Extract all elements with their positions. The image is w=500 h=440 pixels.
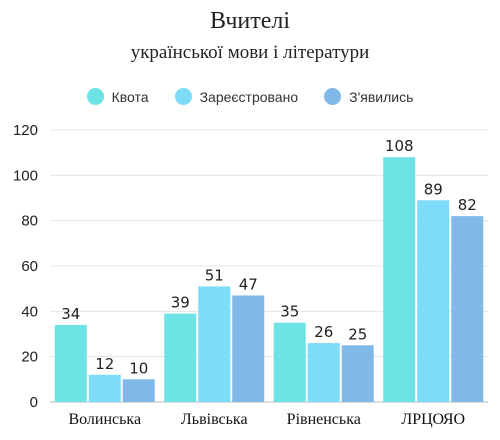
legend-label-quota: Квота [111,88,149,105]
legend-item-quota: Квота [86,88,149,105]
bar-0-0 [54,324,87,402]
legend-label-registered: Зареєстровано [199,88,299,105]
chart-title: Вчителі [209,8,291,34]
bar-1-2 [232,295,265,402]
y-tick-label-100: 100 [13,167,38,184]
bar-3-0 [383,157,416,402]
data-label-1-0: 39 [171,294,190,312]
x-tick-label-3: ЛРЦОЯО [401,411,465,428]
bar-1-0 [164,313,197,402]
y-tick-label-80: 80 [21,213,38,230]
x-tick-label-0: Волинська [68,411,141,428]
data-label-3-0: 108 [385,137,414,155]
data-label-2-2: 25 [348,325,367,343]
legend-item-registered: Зареєстровано [174,88,299,105]
bar-1-1 [198,286,231,402]
data-label-3-2: 82 [458,196,477,214]
data-label-2-1: 26 [314,323,333,341]
data-label-1-1: 51 [205,266,224,284]
legend-swatch-quota [86,88,104,105]
bar-2-2 [341,345,374,402]
chart-subtitle: української мови і літератури [130,42,370,63]
bar-0-2 [122,379,155,402]
data-label-3-1: 89 [424,180,443,198]
bar-3-1 [417,200,450,402]
y-tick-label-20: 20 [21,349,38,366]
data-label-2-0: 35 [280,303,299,321]
y-tick-label-120: 120 [13,122,38,139]
data-label-0-2: 10 [129,359,148,377]
y-tick-label-40: 40 [21,303,38,320]
x-tick-label-2: Рівненська [287,411,361,428]
y-tick-label-60: 60 [21,258,38,275]
legend-item-appeared: З'явились [324,88,413,105]
legend-swatch-registered [174,88,192,105]
bar-3-2 [451,216,484,402]
y-tick-label-0: 0 [30,394,38,411]
legend-swatch-appeared [324,88,342,105]
data-label-0-1: 12 [95,355,114,373]
bar-2-0 [273,322,306,402]
legend-label-appeared: З'явились [349,88,414,105]
data-label-0-0: 34 [61,305,80,323]
bar-0-1 [88,374,121,402]
legend: Квота Зареєстровано З'явились [0,88,500,105]
bar-2-1 [307,343,340,402]
x-tick-label-1: Львівська [181,411,248,428]
data-label-1-2: 47 [239,275,258,293]
